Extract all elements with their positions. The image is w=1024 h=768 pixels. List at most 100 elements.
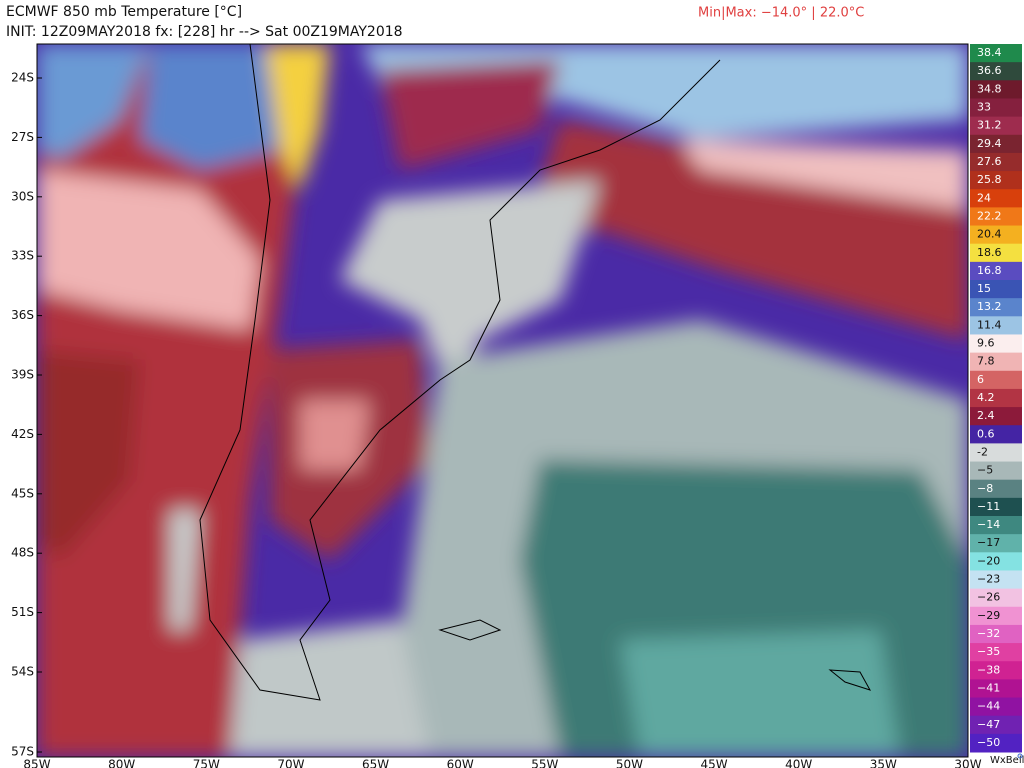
lat-label: 48S: [11, 546, 34, 560]
lat-label: 24S: [11, 71, 34, 85]
colorbar: 38.4 36.6 34.8 33 31.2 29.4 27.6 25.8 24 22.2 20.4…: [970, 44, 1022, 753]
title: ECMWF 850 mb Temperature [°C]: [6, 4, 242, 20]
lon-label: 85W: [23, 758, 50, 768]
colorbar-label: −38: [977, 663, 1000, 676]
colorbar-label: −32: [977, 627, 1000, 640]
colorbar-swatch: [970, 588, 1022, 608]
colorbar-label: 29.4: [977, 137, 1002, 150]
colorbar-label: -2: [977, 445, 988, 458]
map-frame: [36, 43, 969, 758]
colorbar-label: −5: [977, 464, 993, 477]
colorbar-swatch: [970, 189, 1022, 208]
lat-label: 36S: [11, 308, 34, 322]
colorbar-label: 36.6: [977, 64, 1002, 77]
islands: [438, 619, 872, 691]
colorbar-swatch: [970, 388, 1022, 408]
lon-label: 70W: [277, 758, 304, 768]
colorbar-swatch: [970, 407, 1022, 426]
colorbar-label: 20.4: [977, 228, 1002, 241]
lat-label: 27S: [11, 130, 34, 144]
colorbar-label: 18.6: [977, 246, 1002, 259]
init-line: INIT: 12Z09MAY2018 fx: [228] hr --> Sat …: [6, 24, 403, 40]
colorbar-label: −29: [977, 609, 1000, 622]
colorbar-swatch: [970, 479, 1022, 499]
colorbar-swatch: [970, 570, 1022, 590]
colorbar-swatch: [970, 352, 1022, 372]
colorbar-swatch: [970, 606, 1022, 626]
colorbar-label: −41: [977, 681, 1000, 694]
colorbar-swatch: [970, 679, 1022, 699]
lon-axis: 85W 80W 75W 70W 65W 60W 55W 50W 45W 40W 35W 30W: [23, 758, 981, 768]
colorbar-swatch: [970, 552, 1022, 571]
colorbar-label: −20: [977, 554, 1000, 567]
lon-label: 50W: [616, 758, 643, 768]
colorbar-swatch: [970, 497, 1022, 517]
colorbar-swatch: [970, 44, 1022, 63]
lon-label: 65W: [362, 758, 389, 768]
colorbar-label: 0.6: [977, 427, 995, 440]
lon-label: 45W: [701, 758, 728, 768]
colorbar-swatch: [970, 225, 1022, 245]
colorbar-label: −17: [977, 536, 1000, 549]
colorbar-label: 24: [977, 191, 991, 204]
colorbar-swatch: [970, 624, 1022, 644]
colorbar-label: 2.4: [977, 409, 995, 422]
colorbar-label: 6: [977, 373, 984, 386]
colorbar-label: −44: [977, 700, 1000, 713]
colorbar-swatch: [970, 715, 1022, 735]
colorbar-label: 31.2: [977, 119, 1002, 132]
colorbar-label: 27.6: [977, 155, 1002, 168]
colorbar-swatch: [970, 62, 1022, 81]
colorbar-swatch: [970, 280, 1022, 299]
colorbar-swatch: [970, 316, 1022, 335]
colorbar-label: 9.6: [977, 337, 995, 350]
colorbar-swatch: [970, 733, 1022, 753]
colorbar-label: −23: [977, 573, 1000, 586]
colorbar-swatch: [970, 370, 1022, 390]
lon-label: 55W: [531, 758, 558, 768]
colorbar-swatch: [970, 98, 1022, 118]
colorbar-label: 38.4: [977, 46, 1002, 59]
colorbar-swatch: [970, 697, 1022, 717]
lat-label: 42S: [11, 427, 34, 441]
colorbar-label: −47: [977, 718, 1000, 731]
colorbar-swatch: [970, 171, 1022, 190]
colorbar-label: −8: [977, 482, 993, 495]
colorbar-label: 34.8: [977, 82, 1002, 95]
lat-label: 45S: [11, 486, 34, 500]
colorbar-swatch: [970, 534, 1022, 553]
colorbar-label: 25.8: [977, 173, 1002, 186]
colorbar-swatch: [970, 152, 1022, 172]
colorbar-swatch: [970, 516, 1022, 535]
colorbar-swatch: [970, 425, 1022, 444]
colorbar-label: −50: [977, 736, 1000, 749]
colorbar-label: 33: [977, 101, 991, 114]
colorbar-label: 7.8: [977, 355, 995, 368]
colorbar-swatch: [970, 461, 1022, 481]
min-max: Min|Max: −14.0° | 22.0°C: [698, 6, 864, 21]
credit: WxBell: [990, 755, 1024, 766]
colorbar-label: 4.2: [977, 391, 995, 404]
lon-label: 75W: [193, 758, 220, 768]
lon-label: 80W: [108, 758, 135, 768]
colorbar-swatch: [970, 443, 1022, 463]
colorbar-swatch: [970, 261, 1022, 281]
lat-label: 54S: [11, 665, 34, 679]
lon-label: 35W: [870, 758, 897, 768]
colorbar-label: 22.2: [977, 209, 1002, 222]
lat-label: 51S: [11, 605, 34, 619]
lon-label: 40W: [785, 758, 812, 768]
colorbar-swatch: [970, 207, 1022, 227]
colorbar-swatch: [970, 334, 1022, 354]
lon-label: 30W: [954, 758, 981, 768]
colorbar-swatch: [970, 80, 1022, 99]
colorbar-label: 11.4: [977, 318, 1002, 331]
colorbar-swatch: [970, 243, 1022, 263]
colorbar-label: −26: [977, 591, 1000, 604]
colorbar-label: 16.8: [977, 264, 1002, 277]
lat-axis: 24S 27S 30S 33S 36S 39S 42S 45S 48S 51S 54S 57S: [11, 71, 42, 759]
colorbar-label: −14: [977, 518, 1000, 531]
lat-label: 39S: [11, 368, 34, 382]
lon-label: 60W: [447, 758, 474, 768]
